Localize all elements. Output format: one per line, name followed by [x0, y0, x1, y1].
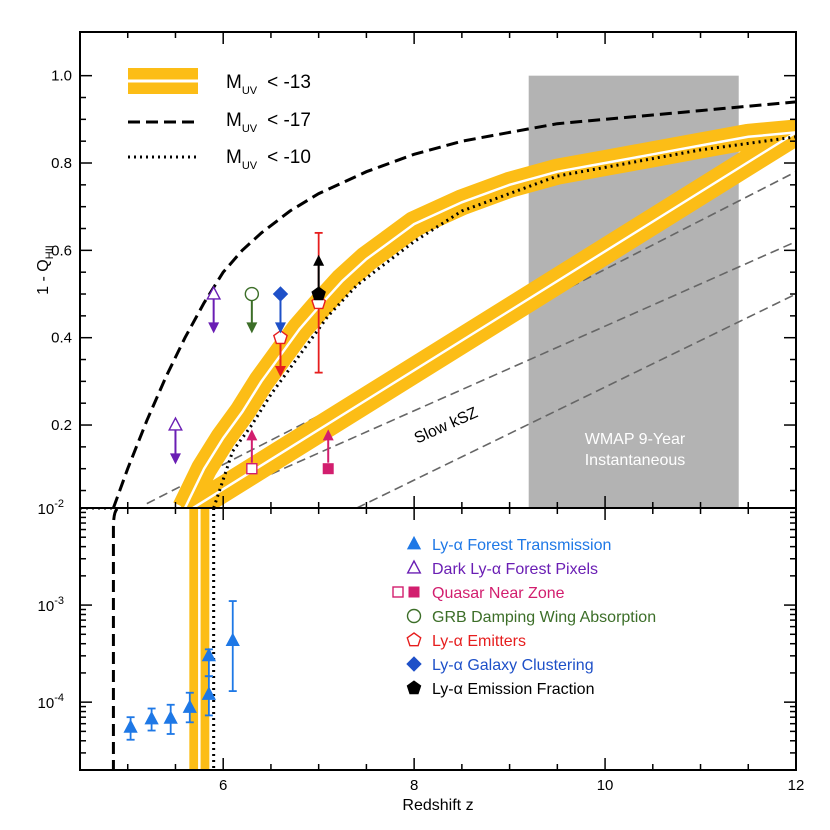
legend-label-1: Ly-α Forest Transmission — [432, 537, 611, 554]
dark-pixel-marker-2 — [206, 285, 222, 300]
legend-band-cut: < -13 — [267, 72, 311, 93]
legend-label-7: Ly-α Emission Fraction — [432, 681, 594, 698]
y-tick-log-base: 10 — [38, 598, 55, 615]
dashed-model-top — [111, 100, 796, 508]
legend-marker-4 — [406, 608, 422, 624]
y-tick-log-exponent: -2 — [54, 498, 64, 510]
grb-arrow-1-head — [246, 322, 258, 334]
legend-band-label: M — [226, 72, 242, 93]
dark-pixel-marker-1 — [168, 416, 183, 431]
data-legend: Ly-α Forest Transmission Dark Ly-α Forest… — [392, 535, 656, 698]
y-tick-log-label--4: 10-4 — [38, 692, 64, 712]
legend-label-5: Ly-α Emitters — [432, 633, 526, 650]
grb-marker-1 — [244, 286, 260, 302]
legend-label-3: Quasar Near Zone — [432, 585, 565, 602]
legend-dotted-sub: UV — [242, 160, 258, 172]
svg-text:MUV< -17: MUV < -17 — [226, 110, 311, 135]
y-tick-label-0.4: 0.4 — [51, 330, 72, 347]
legend-marker-1 — [406, 535, 422, 550]
wmap-label-line1: WMAP 9-Year — [585, 431, 686, 448]
legend-marker-2 — [406, 559, 422, 574]
x-tick-label-6: 6 — [219, 777, 227, 794]
emission-fraction-marker-1 — [311, 286, 326, 301]
forest-marker-6 — [201, 647, 217, 662]
y-tick-label-0.2: 0.2 — [51, 417, 72, 434]
band-top-center — [183, 131, 796, 508]
y-tick-log-base: 10 — [38, 501, 55, 518]
observations-top — [168, 231, 334, 475]
ksz-line-3 — [356, 293, 796, 508]
forest-marker-3 — [163, 710, 178, 724]
legend-dotted-label: M — [226, 147, 242, 168]
emission-fraction-arrow-1-head — [313, 254, 325, 266]
legend-dashed-sub: UV — [242, 123, 258, 135]
x-tick-label-12: 12 — [788, 777, 805, 794]
slow-ksz-label: Slow kSZ — [412, 404, 481, 447]
top-clip-group — [111, 75, 796, 508]
legend-band-sub: UV — [242, 85, 258, 97]
y-tick-log-exponent: -4 — [54, 692, 64, 704]
model-legend: MUV < -13 MUV < -17 MUV < -10 — [128, 68, 311, 172]
legend-dashed-label: M — [226, 110, 242, 131]
legend-label-6: Ly-α Galaxy Clustering — [432, 657, 594, 674]
y-tick-label-0.6: 0.6 — [51, 242, 72, 259]
y-tick-log-exponent: -3 — [54, 595, 64, 607]
lae-marker-1 — [272, 329, 288, 345]
legend-marker-5 — [406, 632, 422, 647]
forest-marker-2 — [144, 710, 159, 725]
legend-marker-quasar-open — [392, 586, 404, 598]
y-tick-label-1.0: 1.0 — [51, 68, 72, 85]
forest-marker-4 — [182, 699, 197, 713]
svg-text:1 - QHII: 1 - QHII — [35, 245, 56, 295]
bottom-panel-frame — [79, 507, 797, 771]
axis-ticks: 6 8 10 120.20.40.60.81.010-410-310-2 — [38, 32, 805, 794]
observations-bottom — [123, 600, 240, 741]
clustering-marker-1 — [272, 286, 289, 302]
legend-marker-quasar-filled — [408, 586, 420, 598]
bottom-clip-group — [80, 508, 216, 770]
quasar-marker-1 — [246, 462, 258, 475]
wmap-label-line2: Instantaneous — [585, 452, 686, 469]
x-tick-label-8: 8 — [410, 777, 418, 794]
quasar-marker-2 — [322, 463, 334, 475]
top-panel — [111, 75, 796, 508]
dark-pixel-arrow-1-head — [169, 453, 181, 465]
bottom-panel — [80, 508, 240, 770]
y-axis-label: 1 - Q — [35, 259, 52, 295]
legend-marker-6 — [406, 656, 422, 672]
y-axis-label-group: 1 - QHII — [35, 245, 56, 295]
y-tick-log-label--3: 10-3 — [38, 595, 64, 615]
ksz-line-2 — [194, 240, 796, 508]
quasar-arrow-1-head — [246, 429, 258, 441]
legend-dashed-cut: < -17 — [267, 110, 311, 131]
x-axis-label: Redshift z — [402, 797, 473, 814]
quasar-arrow-2-head — [322, 429, 334, 441]
x-tick-label-10: 10 — [597, 777, 614, 794]
forest-marker-5 — [201, 686, 217, 700]
legend-dotted-cut: < -10 — [267, 147, 311, 168]
svg-text:MUV< -13: MUV < -13 — [226, 72, 311, 97]
svg-text:MUV< -10: MUV < -10 — [226, 147, 311, 172]
lae-arrow-1-head — [274, 365, 286, 377]
legend-marker-7 — [406, 680, 422, 695]
dashed-model-bottom — [111, 508, 120, 770]
y-tick-log-base: 10 — [38, 695, 55, 712]
y-tick-label-0.8: 0.8 — [51, 155, 72, 172]
y-tick-log-label--2: 10-2 — [38, 498, 64, 518]
clustering-arrow-1-head — [274, 322, 286, 334]
forest-marker-7 — [225, 632, 240, 647]
forest-marker-1 — [123, 719, 138, 733]
dark-pixel-arrow-2-head — [208, 322, 220, 334]
legend-label-4: GRB Damping Wing Absorption — [432, 609, 656, 626]
y-axis-label-sub: HII — [44, 245, 56, 259]
legend-label-2: Dark Ly-α Forest Pixels — [432, 561, 598, 578]
